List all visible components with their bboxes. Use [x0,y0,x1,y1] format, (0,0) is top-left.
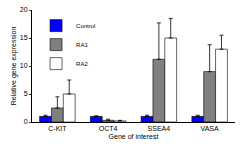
svg-text:OCT4: OCT4 [99,125,118,132]
svg-text:20: 20 [20,6,28,13]
svg-text:10: 10 [20,62,28,69]
svg-text:VASA: VASA [201,125,219,132]
svg-text:15: 15 [20,34,28,41]
svg-text:RA1: RA1 [76,42,88,48]
svg-text:Control: Control [76,23,95,29]
svg-text:RA2: RA2 [76,61,88,67]
svg-text:5: 5 [24,90,28,97]
svg-text:C-KIT: C-KIT [48,125,67,132]
svg-text:0: 0 [24,118,28,125]
svg-text:Gene of interest: Gene of interest [109,133,159,140]
svg-text:Relative gene expression: Relative gene expression [10,27,18,106]
svg-text:SSEA4: SSEA4 [148,125,171,132]
